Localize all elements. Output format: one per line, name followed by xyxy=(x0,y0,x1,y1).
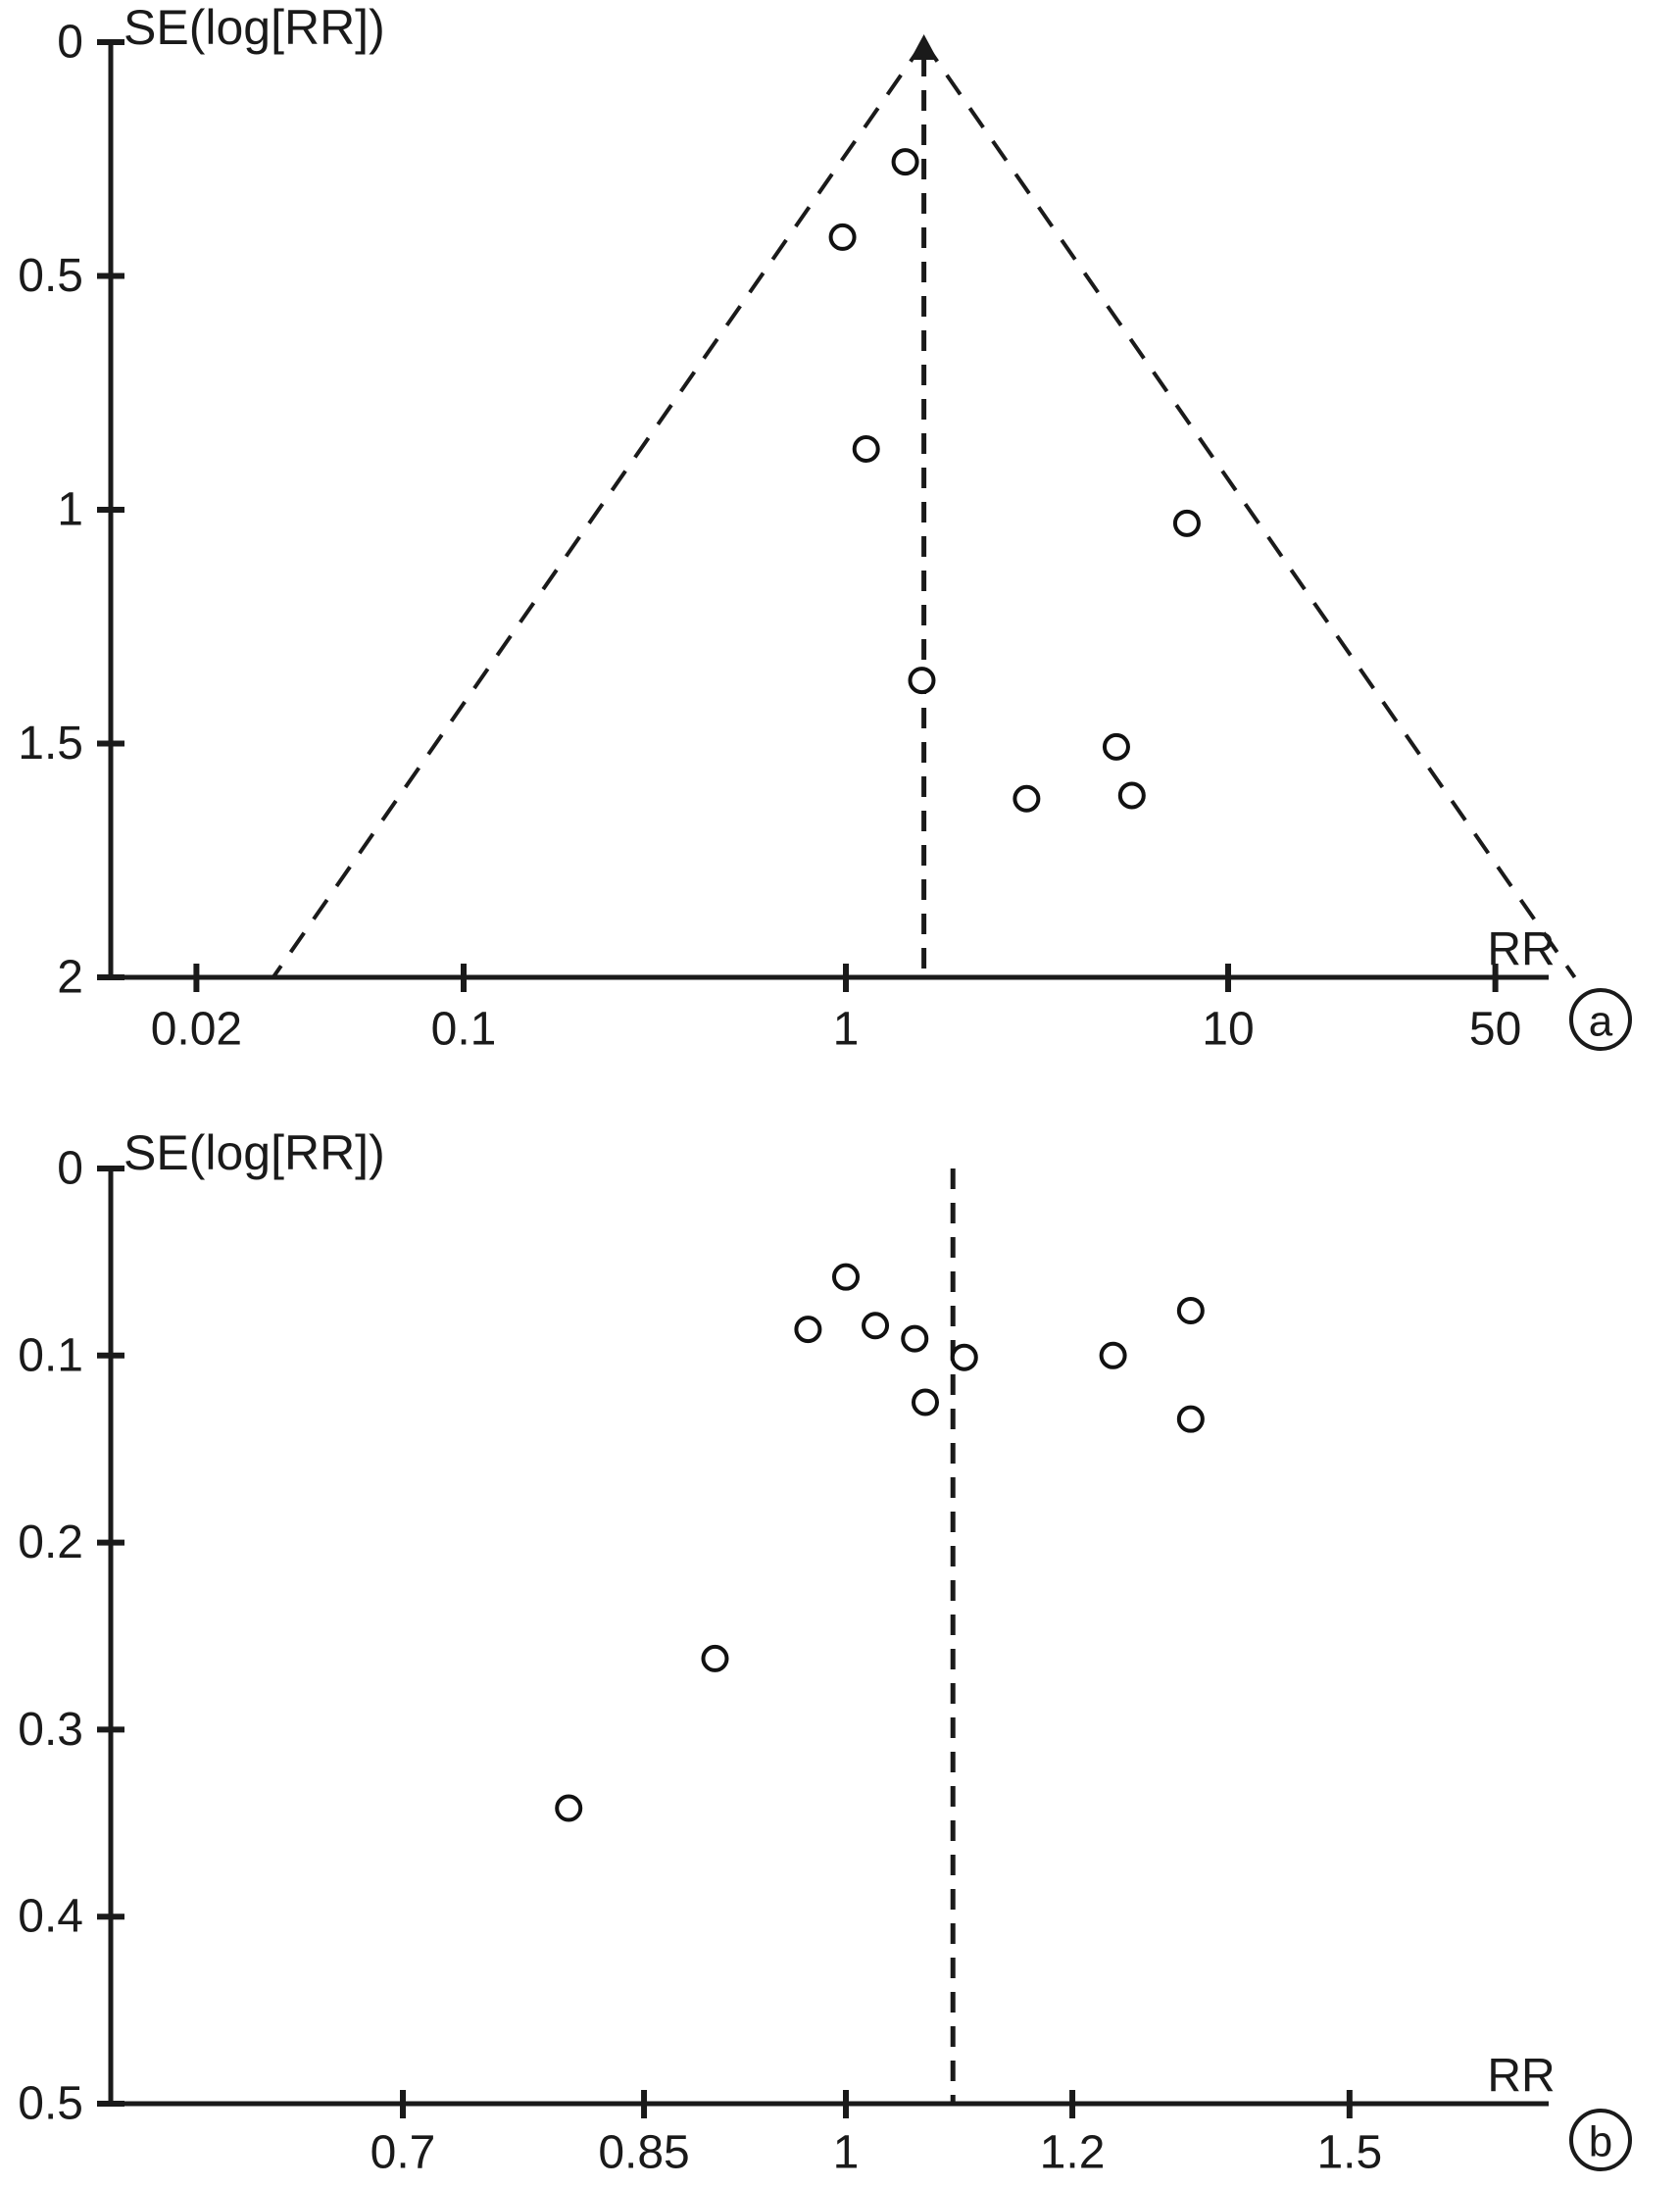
x-tick-label: 1 xyxy=(833,2127,860,2179)
y-tick-label: 0 xyxy=(57,1143,83,1195)
x-tick-label: 1.5 xyxy=(1316,2127,1382,2179)
x-axis-title: RR xyxy=(1487,2051,1555,2103)
data-point xyxy=(908,667,936,695)
funnel-left-edge-line xyxy=(272,40,926,979)
data-point xyxy=(1102,732,1130,761)
x-tick-label: 1.2 xyxy=(1040,2127,1106,2179)
panel-badge-circle xyxy=(1569,988,1632,1051)
x-tick-label: 10 xyxy=(1202,1004,1254,1056)
y-tick-label: 0.5 xyxy=(18,2078,83,2130)
data-point xyxy=(1176,1405,1205,1433)
data-point xyxy=(852,434,880,463)
x-tick-label: 0.7 xyxy=(371,2127,436,2179)
data-point xyxy=(555,1794,583,1822)
data-point xyxy=(911,1388,939,1417)
y-tick-label: 0.2 xyxy=(18,1516,83,1568)
y-tick-label: 0 xyxy=(57,17,83,69)
panel-badge-label: a xyxy=(1589,998,1613,1046)
y-axis-title: SE(log[RR]) xyxy=(124,1125,385,1180)
y-tick-label: 0.3 xyxy=(18,1704,83,1756)
data-point xyxy=(1172,509,1201,537)
data-point xyxy=(1013,784,1041,813)
x-tick-label: 0.1 xyxy=(431,1004,497,1056)
x-tick-label: 0.02 xyxy=(151,1004,242,1056)
panel-badge-circle xyxy=(1569,2109,1632,2171)
x-tick-label: 50 xyxy=(1469,1004,1521,1056)
data-point xyxy=(891,148,919,176)
data-point xyxy=(901,1324,929,1353)
y-tick-label: 1 xyxy=(57,484,83,536)
x-tick-label: 1 xyxy=(833,1004,860,1056)
y-tick-label: 0.1 xyxy=(18,1329,83,1381)
data-point xyxy=(1117,781,1146,810)
y-tick-label: 0.4 xyxy=(18,1891,83,1943)
pooled-line-arrowhead xyxy=(910,34,938,60)
x-tick-label: 0.85 xyxy=(598,2127,689,2179)
y-tick-label: 0.5 xyxy=(18,250,83,302)
y-tick-label: 1.5 xyxy=(18,718,83,770)
y-axis-title: SE(log[RR]) xyxy=(124,0,385,55)
data-point xyxy=(862,1312,890,1340)
data-point xyxy=(701,1644,729,1672)
data-point xyxy=(1099,1341,1127,1369)
data-point xyxy=(1176,1297,1205,1325)
panel-badge-label: b xyxy=(1589,2118,1612,2166)
data-point xyxy=(828,223,857,251)
data-point xyxy=(794,1316,822,1344)
data-point xyxy=(950,1343,978,1371)
funnel-right-edge-line xyxy=(921,40,1577,979)
x-axis-title: RR xyxy=(1487,924,1555,976)
y-tick-label: 2 xyxy=(57,952,83,1004)
data-point xyxy=(832,1263,860,1291)
